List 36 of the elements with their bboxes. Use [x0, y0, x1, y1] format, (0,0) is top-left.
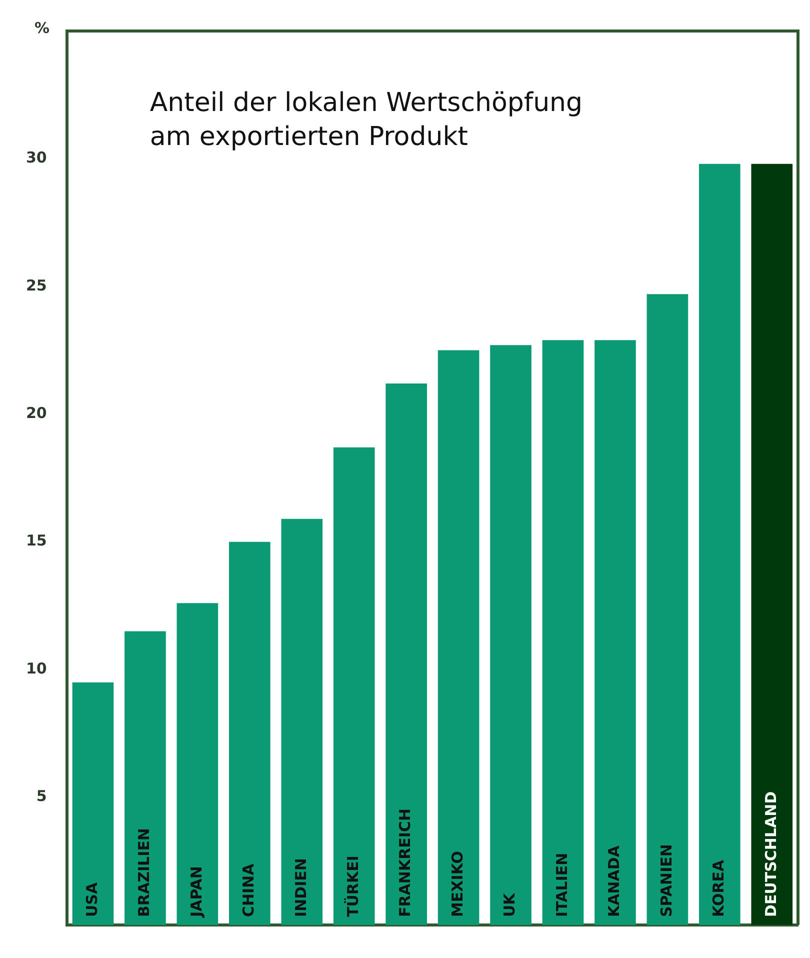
x-tick-label: USA: [82, 882, 101, 917]
bar: [72, 682, 114, 925]
y-tick-label: 10: [26, 659, 47, 678]
bar: [646, 294, 688, 925]
bar: [333, 447, 375, 925]
bar: [542, 340, 584, 925]
x-tick-label: MEXIKO: [448, 850, 466, 917]
bar: [281, 518, 323, 925]
y-tick-label: 20: [26, 404, 47, 422]
bar: [176, 603, 218, 925]
bar: [490, 345, 532, 925]
bar: [228, 542, 270, 925]
bar: [124, 631, 166, 925]
x-tick-label: KANADA: [605, 845, 624, 917]
y-tick-label: 30: [26, 148, 47, 167]
x-tick-label: DEUTSCHLAND: [762, 791, 780, 917]
x-tick-label: BRAZILIEN: [135, 828, 154, 917]
x-tick-label: JAPAN: [187, 866, 206, 918]
bar: [438, 350, 480, 925]
y-tick-label: 25: [26, 276, 47, 294]
x-tick-label: TÜRKEI: [344, 856, 362, 917]
bar: [699, 164, 740, 925]
x-tick-label: INDIEN: [292, 858, 310, 917]
bar: [751, 164, 793, 925]
y-tick-label: 5: [36, 787, 47, 806]
bar: [386, 383, 427, 925]
x-tick-label: KOREA: [710, 860, 728, 917]
x-tick-label: ITALIEN: [552, 852, 571, 917]
x-tick-label: FRANKREICH: [396, 808, 414, 917]
y-tick-label: 15: [26, 532, 47, 550]
text: Anteil der lokalen Wertschöpfung am exportierten Produkt: [150, 88, 583, 152]
y-axis-title: %: [34, 19, 50, 37]
x-tick-label: CHINA: [240, 863, 258, 917]
bar: [594, 340, 636, 925]
x-tick-label: UK: [500, 892, 519, 917]
x-tick-label: SPANIEN: [657, 844, 676, 917]
